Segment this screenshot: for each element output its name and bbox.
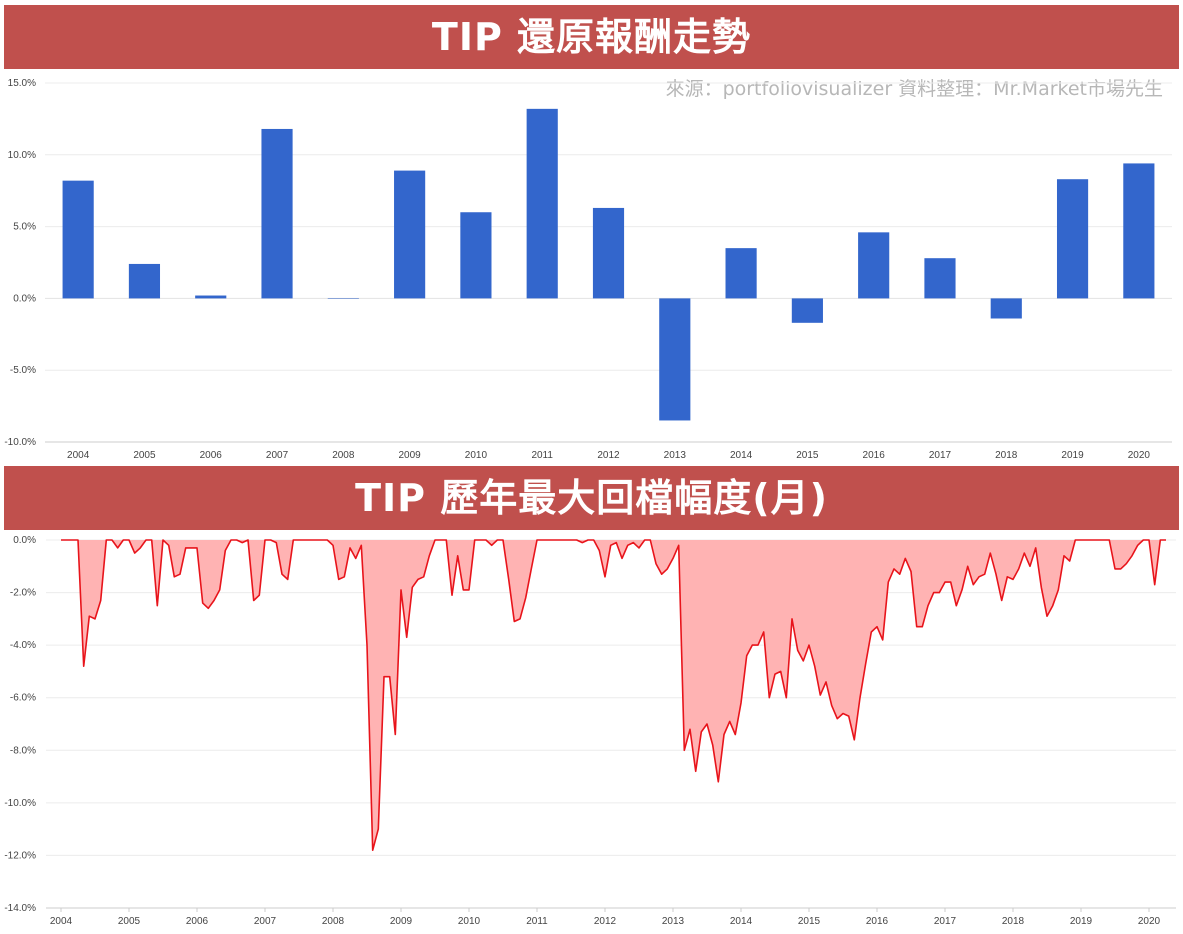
y-tick-label: -5.0% [10, 365, 36, 376]
x-tick-label: 2019 [1070, 916, 1093, 927]
x-tick-label: 2006 [200, 450, 223, 461]
x-tick-label: 2016 [866, 916, 889, 927]
y-tick-label: -10.0% [4, 437, 36, 448]
x-tick-label: 2020 [1138, 916, 1161, 927]
x-tick-label: 2012 [594, 916, 617, 927]
drawdown-line [61, 539, 1166, 852]
x-tick-label: 2011 [531, 450, 553, 461]
top-chart-banner: TIP 還原報酬走勢 [4, 5, 1179, 69]
x-tick-label: 2017 [934, 916, 957, 927]
y-tick-label: -2.0% [10, 588, 36, 599]
x-tick-label: 2004 [67, 450, 90, 461]
drawdown-area-chart: 0.0% -2.0% -4.0% -6.0% -8.0% -10.0% -12.0% -14.… [4, 535, 1176, 927]
x-tick-label: 2005 [133, 450, 156, 461]
drawdown-area [61, 540, 1166, 851]
bar-2019 [1056, 179, 1089, 299]
x-tick-label: 2014 [730, 450, 753, 461]
bar-2014 [725, 248, 757, 299]
x-tick-label: 2006 [186, 916, 209, 927]
bar-2013 [659, 298, 691, 421]
x-tick-label: 2013 [662, 916, 685, 927]
x-tick-label: 2004 [50, 916, 73, 927]
y-tick-label: 5.0% [13, 222, 36, 233]
x-tick-label: 2008 [322, 916, 345, 927]
x-tick-label: 2015 [796, 450, 819, 461]
x-tick-label: 2010 [458, 916, 481, 927]
x-tick-label: 2013 [664, 450, 687, 461]
x-tick-label: 2018 [995, 450, 1018, 461]
x-tick-label: 2017 [929, 450, 952, 461]
bar-2018 [990, 298, 1022, 319]
bar-2007 [261, 128, 293, 299]
y-tick-label: -10.0% [4, 798, 36, 809]
x-tick-label: 2009 [398, 450, 421, 461]
bar-2008 [327, 298, 359, 299]
bar-2010 [460, 212, 492, 299]
x-tick-label: 2010 [465, 450, 488, 461]
bottom-chart-banner: TIP 歷年最大回檔幅度(月) [4, 466, 1179, 530]
x-tick-label: 2005 [118, 916, 141, 927]
bar-2009 [394, 170, 426, 299]
bar-2016 [858, 232, 890, 299]
x-tick-label: 2015 [798, 916, 821, 927]
bar-2006 [195, 295, 227, 299]
bar-2011 [526, 108, 558, 299]
x-tick-label: 2008 [332, 450, 355, 461]
y-tick-label: 15.0% [8, 78, 36, 89]
bar-2012 [592, 207, 625, 299]
x-tick-label: 2012 [597, 450, 620, 461]
y-tick-label: -14.0% [4, 903, 36, 914]
y-tick-label: 0.0% [13, 293, 36, 304]
y-tick-label: 0.0% [13, 535, 36, 546]
y-tick-label: -8.0% [10, 745, 36, 756]
x-tick-label: 2016 [863, 450, 886, 461]
y-tick-label: 10.0% [8, 150, 36, 161]
x-tick-label: 2007 [254, 916, 277, 927]
bar-2005 [128, 263, 161, 299]
x-tick-label: 2011 [526, 916, 548, 927]
y-tick-label: -12.0% [4, 850, 36, 861]
x-tick-label: 2020 [1128, 450, 1151, 461]
annual-return-bar-chart: 15.0% 10.0% 5.0% 0.0% -5.0% -10.0% 2004 2005 200… [4, 78, 1172, 461]
bar-2004 [62, 180, 94, 299]
x-tick-label: 2007 [266, 450, 289, 461]
bar-2015 [791, 298, 823, 323]
y-tick-label: -6.0% [10, 693, 36, 704]
x-tick-label: 2009 [390, 916, 413, 927]
bar-2017 [924, 258, 956, 299]
y-tick-label: -4.0% [10, 640, 36, 651]
bar-2020 [1123, 163, 1155, 299]
x-tick-label: 2018 [1002, 916, 1025, 927]
x-tick-label: 2019 [1061, 450, 1084, 461]
x-tick-label: 2014 [730, 916, 753, 927]
